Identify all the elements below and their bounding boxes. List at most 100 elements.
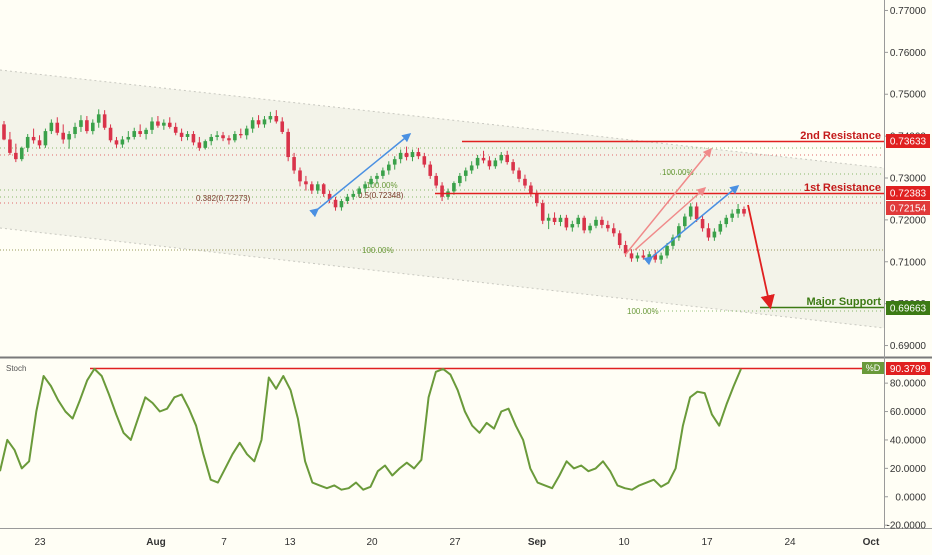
candle-body — [469, 165, 474, 171]
candle-body — [582, 217, 586, 231]
candle-body — [96, 114, 101, 123]
stoch-tick-label: 20.0000 — [890, 464, 927, 475]
candle-body — [345, 196, 350, 202]
candle-body — [114, 140, 119, 145]
price-axis-background — [884, 0, 932, 528]
candle-body — [635, 255, 640, 259]
candle-body — [132, 131, 137, 137]
candle-body — [162, 122, 166, 126]
candle-body — [315, 184, 320, 191]
candle-body — [286, 131, 290, 158]
candle-body — [292, 157, 296, 171]
candle-body — [173, 126, 178, 133]
candle-body — [239, 134, 243, 136]
major-support-value: 0.69663 — [890, 304, 927, 315]
price-tick-label: 0.73000 — [890, 174, 927, 185]
stoch-d-line — [0, 367, 742, 491]
second-resistance-label: 2nd Resistance — [800, 130, 881, 142]
candle-body — [73, 126, 77, 135]
price-axis[interactable]: 0.770000.760000.750000.740000.730000.720… — [884, 6, 926, 352]
time-axis[interactable]: 23 Aug 7 13 20 27 Sep 10 17 24 Oct — [34, 537, 880, 548]
fib-label-100-right: 100.00% — [662, 168, 694, 177]
candle-body — [647, 254, 652, 258]
price-tick-label: 0.71000 — [890, 257, 927, 268]
candle-body — [191, 134, 196, 143]
candle-body — [268, 116, 273, 120]
candle-body — [185, 134, 190, 137]
channel-arrow-blue-2[interactable] — [643, 185, 740, 266]
time-tick-label: 20 — [366, 537, 378, 548]
candle-body — [31, 136, 36, 141]
first-resistance-badge — [886, 186, 930, 200]
price-tick-label: 0.77000 — [890, 6, 927, 17]
candle-body — [67, 134, 71, 140]
first-resistance-label: 1st Resistance — [804, 182, 881, 194]
stoch-badge-name — [862, 362, 884, 374]
fib-label-382: 0.382(0.72273) — [196, 194, 251, 203]
stoch-badge-name-text: %D — [866, 363, 881, 373]
candle-body — [523, 178, 527, 186]
candle-body — [600, 219, 604, 225]
candle-body — [552, 217, 557, 222]
fib-label-100-mid: 100.00% — [362, 246, 394, 255]
candle-body — [641, 255, 646, 258]
candle-body — [357, 188, 361, 194]
candle-body — [256, 120, 261, 125]
time-tick-label: Aug — [146, 537, 165, 548]
candle-body — [310, 184, 314, 191]
candle-body — [475, 157, 480, 166]
candle-body — [434, 175, 438, 186]
candle-body — [416, 152, 421, 157]
stoch-tick-label: 60.0000 — [890, 407, 927, 418]
candle-body — [422, 156, 427, 165]
stoch-value-badge — [886, 362, 930, 375]
candle-body — [540, 203, 545, 221]
candle-body — [730, 213, 734, 218]
stoch-series — [0, 367, 742, 491]
candle-body — [298, 170, 302, 182]
candle-body — [304, 181, 308, 185]
stoch-tick-label: 80.0000 — [890, 379, 927, 390]
stoch-axis[interactable]: 80.0000 60.0000 40.0000 20.0000 0.0000 -20.00… — [884, 379, 926, 532]
candle-body — [144, 129, 148, 135]
candle-body — [203, 141, 208, 148]
stoch-tick-label: 0.0000 — [895, 492, 926, 503]
candle-body — [611, 228, 616, 234]
candle-body — [262, 119, 267, 125]
candle-body — [665, 245, 669, 256]
time-tick-label: Sep — [528, 537, 546, 548]
candle-body — [197, 142, 202, 148]
channel-upper-line[interactable] — [0, 69, 885, 169]
major-support-badge — [886, 301, 930, 315]
candle-body — [227, 138, 231, 141]
candle-body — [61, 132, 65, 140]
projection-arrow[interactable] — [747, 204, 775, 310]
candle-body — [280, 121, 285, 132]
candle-body — [511, 162, 515, 171]
time-tick-label: 17 — [701, 537, 713, 548]
candle-body — [481, 157, 486, 161]
time-tick-label: 7 — [221, 537, 227, 548]
channel-arrow-blue-1[interactable] — [309, 133, 412, 218]
time-tick-label: Oct — [863, 537, 880, 548]
candle-body — [428, 164, 433, 176]
fib-label-100-lower: 100.00% — [627, 307, 659, 316]
candle-body — [529, 185, 533, 194]
candle-body — [167, 122, 172, 127]
candle-body — [617, 233, 622, 246]
time-tick-label: 13 — [284, 537, 296, 548]
candle-body — [43, 131, 48, 146]
candle-body — [452, 183, 456, 192]
candle-body — [49, 122, 54, 132]
candle-body — [736, 208, 740, 214]
candle-body — [487, 160, 492, 167]
candle-body — [108, 127, 113, 141]
candle-body — [606, 224, 610, 229]
candle-body — [629, 253, 634, 259]
candle-body — [150, 121, 154, 130]
candle-body — [2, 124, 6, 140]
candle-body — [499, 154, 504, 161]
candle-body — [91, 122, 95, 132]
